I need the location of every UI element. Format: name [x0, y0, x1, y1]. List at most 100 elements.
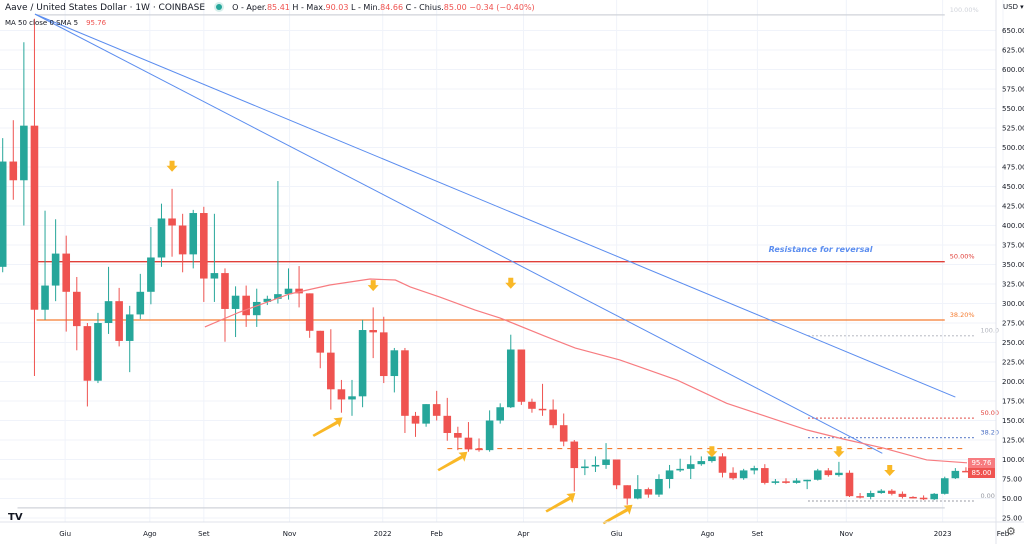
- y-tick-label: 450.00: [1002, 183, 1024, 191]
- x-tick-label: Nov: [283, 530, 297, 538]
- candle-body: [866, 493, 875, 497]
- x-tick-label: Feb: [430, 530, 443, 538]
- trendline: [34, 13, 883, 454]
- ma-price-badge: 95.76: [968, 458, 995, 468]
- level-label: 100.00%: [950, 6, 979, 14]
- up-right-arrow-icon: [437, 451, 468, 472]
- candle-body: [104, 301, 113, 323]
- up-right-arrow-icon: [545, 493, 576, 513]
- y-tick-label: 50.00: [1002, 495, 1022, 503]
- candle-body: [506, 349, 515, 408]
- price-axis[interactable]: 25.00 50.00 75.00 100.00 125.00 150.00 175.00 2…: [1002, 27, 1024, 523]
- open-value: 85.41: [266, 3, 290, 12]
- x-tick-label: Giu: [611, 530, 623, 538]
- candle-body: [41, 285, 49, 310]
- y-tick-label: 425.00: [1002, 203, 1024, 211]
- trendline: [34, 13, 956, 398]
- gear-icon[interactable]: ⚙: [1006, 525, 1016, 538]
- candle-body: [94, 323, 102, 381]
- candle-body: [581, 466, 589, 469]
- candle-body: [750, 468, 759, 471]
- y-tick-label: 575.00: [1002, 86, 1024, 94]
- open-label: O - Aper.: [232, 3, 267, 12]
- candle-body: [676, 468, 684, 471]
- candle-body: [909, 496, 917, 499]
- candle-body: [644, 489, 653, 495]
- candle-body: [189, 213, 198, 255]
- candle-body: [591, 464, 600, 467]
- tradingview-logo-icon[interactable]: TV: [8, 512, 23, 523]
- candle-body: [115, 301, 123, 341]
- x-tick-label: Giu: [59, 530, 71, 538]
- y-tick-label: 100.00: [1002, 456, 1024, 464]
- down-arrow-icon: [367, 280, 379, 292]
- candle-body: [72, 291, 81, 327]
- x-tick-label: 2022: [374, 530, 392, 538]
- candle-body: [168, 218, 176, 226]
- candle-body: [369, 330, 377, 333]
- time-axis[interactable]: Giu Ago Set Nov 2022 Feb Apr Giu Ago Set Nov 2023 Fe…: [59, 530, 1009, 538]
- x-tick-label: Feb: [997, 530, 1010, 538]
- candle-body: [200, 213, 208, 279]
- y-tick-label: 125.00: [1002, 437, 1024, 445]
- candle-body: [665, 470, 674, 479]
- level-label: 38.20%: [950, 311, 975, 319]
- x-tick-label: Set: [198, 530, 210, 538]
- candle-body: [284, 288, 293, 295]
- indicator-value: 95.76: [86, 19, 107, 27]
- indicator-legend[interactable]: MA 50 close 0 SMA 5 95.76: [5, 19, 106, 27]
- candle-body: [888, 490, 896, 494]
- candle-body: [528, 401, 536, 409]
- candle-body: [30, 125, 39, 310]
- candle-body: [9, 161, 18, 181]
- candle-body: [623, 485, 632, 499]
- low-value: 84.66: [380, 3, 404, 12]
- y-tick-label: 525.00: [1002, 125, 1024, 133]
- up-right-arrow-icon: [602, 504, 633, 525]
- candle-body: [919, 497, 928, 500]
- y-tick-label: 500.00: [1002, 144, 1024, 152]
- symbol-title[interactable]: Aave / United States Dollar · 1W · COINB…: [5, 3, 206, 13]
- down-arrow-icon: [884, 464, 896, 476]
- candle-body: [930, 493, 938, 500]
- change-value: −0.34 (−0.40%): [469, 3, 535, 12]
- candle-body: [634, 489, 642, 499]
- candle-body: [739, 470, 748, 479]
- candle-body: [771, 481, 780, 483]
- trendlines[interactable]: [34, 13, 956, 454]
- y-tick-label: 550.00: [1002, 105, 1024, 113]
- candle-body: [898, 493, 907, 497]
- y-tick-label: 250.00: [1002, 339, 1024, 347]
- candle-body: [263, 298, 272, 302]
- candle-body: [401, 350, 409, 416]
- candle-body: [813, 470, 822, 480]
- y-tick-label: 150.00: [1002, 417, 1024, 425]
- candle-body: [655, 479, 663, 495]
- y-tick-label: 375.00: [1002, 242, 1024, 250]
- level-label: 50.00: [980, 409, 999, 417]
- y-tick-label: 175.00: [1002, 398, 1024, 406]
- level-label: 50.00%: [950, 253, 975, 261]
- y-tick-label: 25.00: [1002, 515, 1022, 523]
- candles: [0, 18, 970, 505]
- candle-body: [348, 396, 356, 400]
- y-tick-label: 650.00: [1002, 27, 1024, 35]
- y-tick-label: 625.00: [1002, 47, 1024, 55]
- fib-levels: 100.00% 50.00% 38.20% 100.0 50.00 38.20 0.00: [17, 6, 999, 509]
- candle-body: [295, 288, 303, 294]
- candle-body: [62, 253, 71, 292]
- candle-body: [940, 478, 949, 494]
- level-label: 38.20: [980, 429, 999, 437]
- indicator-label: MA 50 close 0 SMA 5: [5, 19, 79, 27]
- candle-body: [877, 490, 886, 494]
- arrow-annotations: [166, 160, 896, 525]
- candle-body: [147, 257, 155, 292]
- candle-body: [305, 293, 314, 331]
- candle-body: [390, 350, 399, 377]
- candle-body: [549, 409, 557, 426]
- candle-body: [824, 470, 833, 476]
- y-tick-label: 325.00: [1002, 281, 1024, 289]
- x-tick-label: Set: [752, 530, 764, 538]
- currency-dropdown[interactable]: USD ▾: [1003, 3, 1024, 11]
